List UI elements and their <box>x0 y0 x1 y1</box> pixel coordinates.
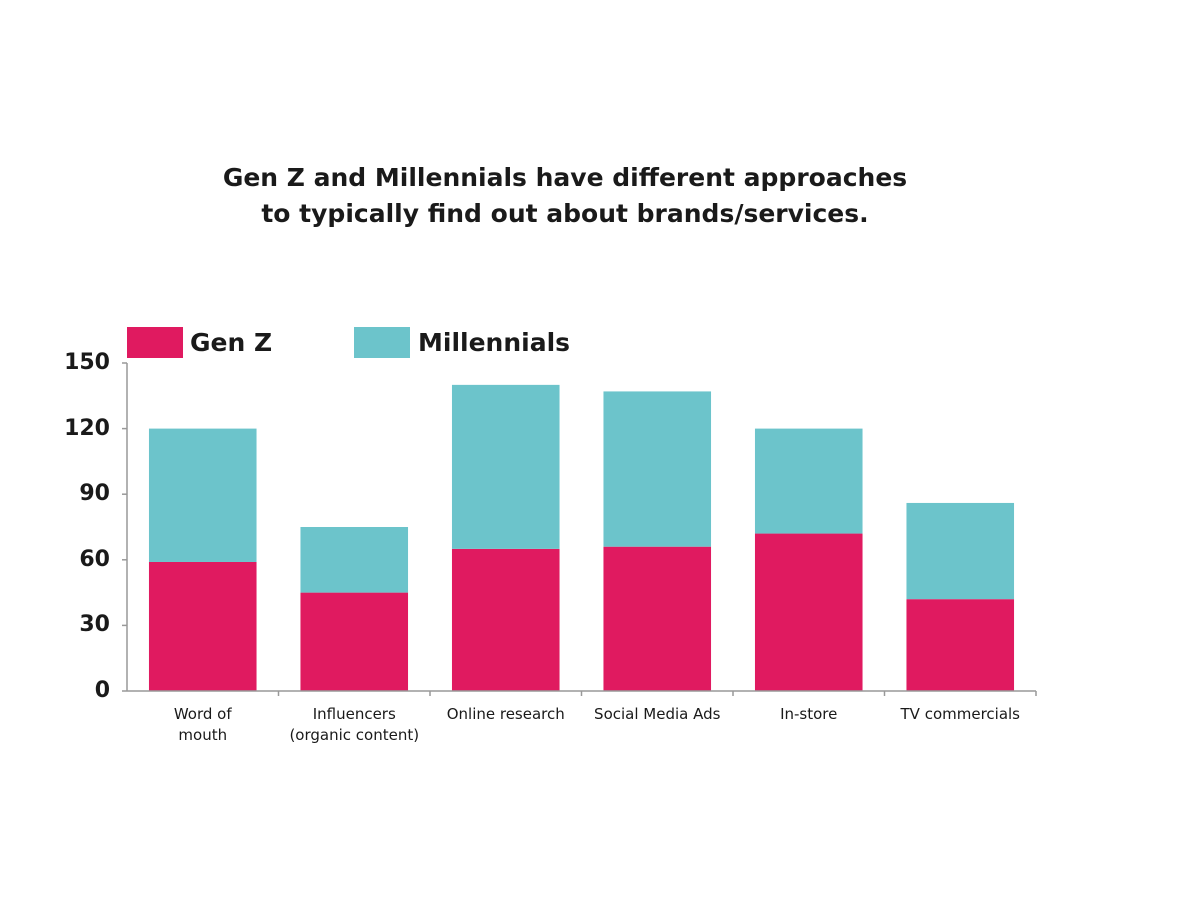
bar-segment <box>754 533 863 691</box>
x-tick-label: Word of mouth <box>173 705 232 744</box>
legend-label: Gen Z <box>190 328 273 357</box>
bar-segment <box>906 599 1015 691</box>
bar-segment <box>300 592 409 691</box>
bar-segment <box>300 527 409 593</box>
x-tick-label: Online research <box>446 705 565 723</box>
x-tick-label: In-store <box>780 705 838 723</box>
bar-segment <box>603 391 712 547</box>
bar-segment <box>148 428 257 562</box>
bar-segment <box>451 548 560 691</box>
y-tick-label: 120 <box>64 415 110 441</box>
y-tick-label: 60 <box>79 546 110 572</box>
bar-segment <box>148 561 257 691</box>
legend-swatch <box>127 327 183 358</box>
x-tick-label: Social Media Ads <box>594 705 721 723</box>
x-tick-label: Influencers (organic content) <box>289 705 420 744</box>
bar-segment <box>906 502 1015 600</box>
y-tick-label: 30 <box>79 612 110 638</box>
chart-title: Gen Z and Millennials have different app… <box>222 163 908 228</box>
bar-segment <box>451 384 560 549</box>
bar-segment <box>603 546 712 691</box>
legend-label: Millennials <box>418 328 571 357</box>
bar-segment <box>754 428 863 534</box>
legend-swatch <box>354 327 410 358</box>
x-tick-label: TV commercials <box>900 705 1021 723</box>
y-tick-label: 90 <box>79 481 110 507</box>
y-tick-label: 0 <box>94 678 110 703</box>
y-tick-label: 150 <box>64 350 110 375</box>
